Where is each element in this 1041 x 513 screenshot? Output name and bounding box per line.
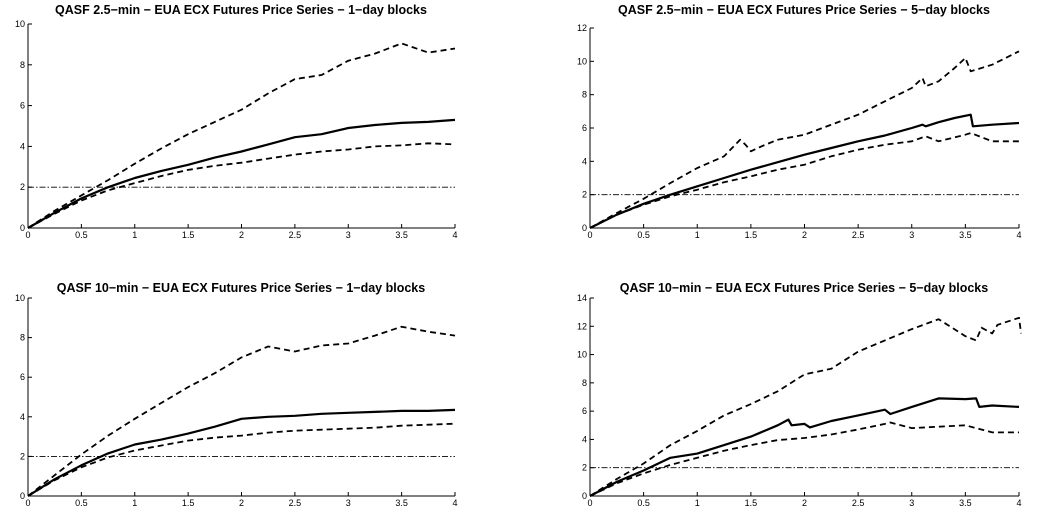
x-tick-label: 0.5 [637, 498, 650, 508]
series-line-dashed-upper [27, 325, 456, 497]
series-line-dashed-lower [27, 422, 456, 497]
x-tick-label: 3.5 [959, 230, 972, 240]
x-tick-label: 0.5 [75, 230, 88, 240]
series-line-dashed-lower [589, 421, 1019, 497]
y-tick-label: 0 [20, 491, 25, 501]
x-tick-label: 4 [452, 230, 457, 240]
x-tick-label: 1.5 [745, 498, 758, 508]
chart-title: QASF 10−min − EUA ECX Futures Price Seri… [620, 281, 988, 295]
x-tick-label: 2.5 [289, 498, 302, 508]
y-tick-label: 4 [582, 434, 587, 444]
y-tick-label: 2 [20, 182, 25, 192]
chart-panel-top-right: QASF 2.5−min − EUA ECX Futures Price Ser… [577, 3, 1022, 240]
chart-title: QASF 2.5−min − EUA ECX Futures Price Ser… [55, 3, 427, 17]
x-tick-label: 3 [909, 498, 914, 508]
y-tick-label: 8 [20, 333, 25, 343]
chart-title: QASF 2.5−min − EUA ECX Futures Price Ser… [618, 3, 990, 17]
x-tick-label: 1 [132, 230, 137, 240]
series-line-solid [589, 397, 1020, 497]
x-tick-label: 0 [587, 230, 592, 240]
x-tick-label: 1.5 [182, 498, 195, 508]
y-tick-label: 4 [20, 141, 25, 151]
x-tick-label: 1.5 [182, 230, 195, 240]
x-tick-label: 0 [25, 498, 30, 508]
y-tick-label: 8 [582, 378, 587, 388]
x-tick-label: 2 [239, 230, 244, 240]
x-tick-label: 3 [346, 230, 351, 240]
x-tick-label: 2.5 [289, 230, 302, 240]
series-line-solid [27, 118, 456, 229]
x-tick-label: 3 [909, 230, 914, 240]
y-tick-label: 0 [582, 491, 587, 501]
x-tick-label: 1 [695, 230, 700, 240]
x-tick-label: 2.5 [852, 498, 865, 508]
series-line-solid [27, 408, 456, 497]
chart-title: QASF 10−min − EUA ECX Futures Price Seri… [57, 281, 425, 295]
x-tick-label: 2.5 [852, 230, 865, 240]
series-line-solid [589, 113, 1020, 229]
x-tick-label: 3.5 [395, 498, 408, 508]
y-tick-label: 6 [20, 372, 25, 382]
x-tick-label: 1.5 [745, 230, 758, 240]
y-tick-label: 8 [582, 90, 587, 100]
series-line-dashed-upper [589, 316, 1022, 497]
y-tick-label: 0 [582, 223, 587, 233]
y-tick-label: 12 [577, 321, 587, 331]
x-tick-label: 0.5 [75, 498, 88, 508]
x-tick-label: 1 [132, 498, 137, 508]
x-tick-label: 1 [695, 498, 700, 508]
series-line-dashed-lower [589, 132, 1019, 229]
y-tick-label: 8 [20, 60, 25, 70]
y-tick-label: 2 [20, 451, 25, 461]
series-line-dashed-upper [27, 42, 456, 229]
x-tick-label: 0 [587, 498, 592, 508]
series-line-dashed-upper [589, 50, 1020, 229]
y-tick-label: 6 [582, 406, 587, 416]
y-tick-label: 6 [20, 101, 25, 111]
x-tick-label: 0 [25, 230, 30, 240]
y-tick-label: 14 [577, 293, 587, 303]
x-tick-label: 4 [1016, 230, 1021, 240]
x-tick-label: 3.5 [959, 498, 972, 508]
y-tick-label: 6 [582, 123, 587, 133]
x-tick-label: 4 [452, 498, 457, 508]
y-tick-label: 4 [20, 412, 25, 422]
y-tick-label: 2 [582, 190, 587, 200]
y-tick-label: 2 [582, 463, 587, 473]
y-tick-label: 4 [582, 156, 587, 166]
series-line-dashed-lower [27, 142, 456, 229]
x-tick-label: 0.5 [637, 230, 650, 240]
chart-panel-bottom-right: QASF 10−min − EUA ECX Futures Price Seri… [577, 281, 1022, 508]
y-tick-label: 0 [20, 223, 25, 233]
chart-panel-bottom-left: QASF 10−min − EUA ECX Futures Price Seri… [15, 281, 458, 508]
x-tick-label: 3.5 [395, 230, 408, 240]
x-tick-label: 2 [802, 230, 807, 240]
chart-panel-top-left: QASF 2.5−min − EUA ECX Futures Price Ser… [15, 3, 458, 240]
x-tick-label: 4 [1016, 498, 1021, 508]
x-tick-label: 3 [346, 498, 351, 508]
y-tick-label: 10 [577, 350, 587, 360]
y-tick-label: 10 [15, 19, 25, 29]
x-tick-label: 2 [239, 498, 244, 508]
x-tick-label: 2 [802, 498, 807, 508]
y-tick-label: 10 [15, 293, 25, 303]
y-tick-label: 10 [577, 56, 587, 66]
y-tick-label: 12 [577, 23, 587, 33]
